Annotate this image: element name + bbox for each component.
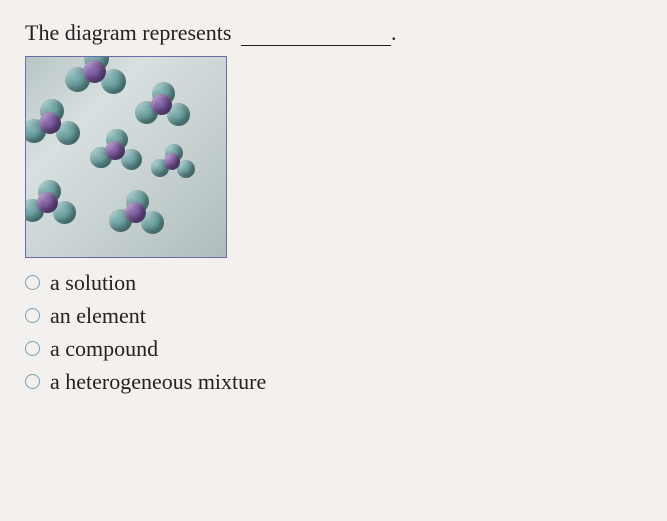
blank-suffix: . xyxy=(391,20,397,45)
answer-options: a solution an element a compound a heter… xyxy=(25,266,642,398)
molecule-diagram xyxy=(25,56,227,258)
question-prompt: The diagram represents . xyxy=(25,20,642,46)
radio-icon xyxy=(25,374,40,389)
option-label: an element xyxy=(50,299,146,332)
option-label: a solution xyxy=(50,266,136,299)
fill-blank xyxy=(241,45,391,46)
option-element[interactable]: an element xyxy=(25,299,642,332)
option-label: a compound xyxy=(50,332,158,365)
option-label: a heterogeneous mixture xyxy=(50,365,266,398)
radio-icon xyxy=(25,308,40,323)
option-solution[interactable]: a solution xyxy=(25,266,642,299)
option-compound[interactable]: a compound xyxy=(25,332,642,365)
option-heterogeneous[interactable]: a heterogeneous mixture xyxy=(25,365,642,398)
radio-icon xyxy=(25,275,40,290)
question-text: The diagram represents xyxy=(25,20,231,45)
radio-icon xyxy=(25,341,40,356)
